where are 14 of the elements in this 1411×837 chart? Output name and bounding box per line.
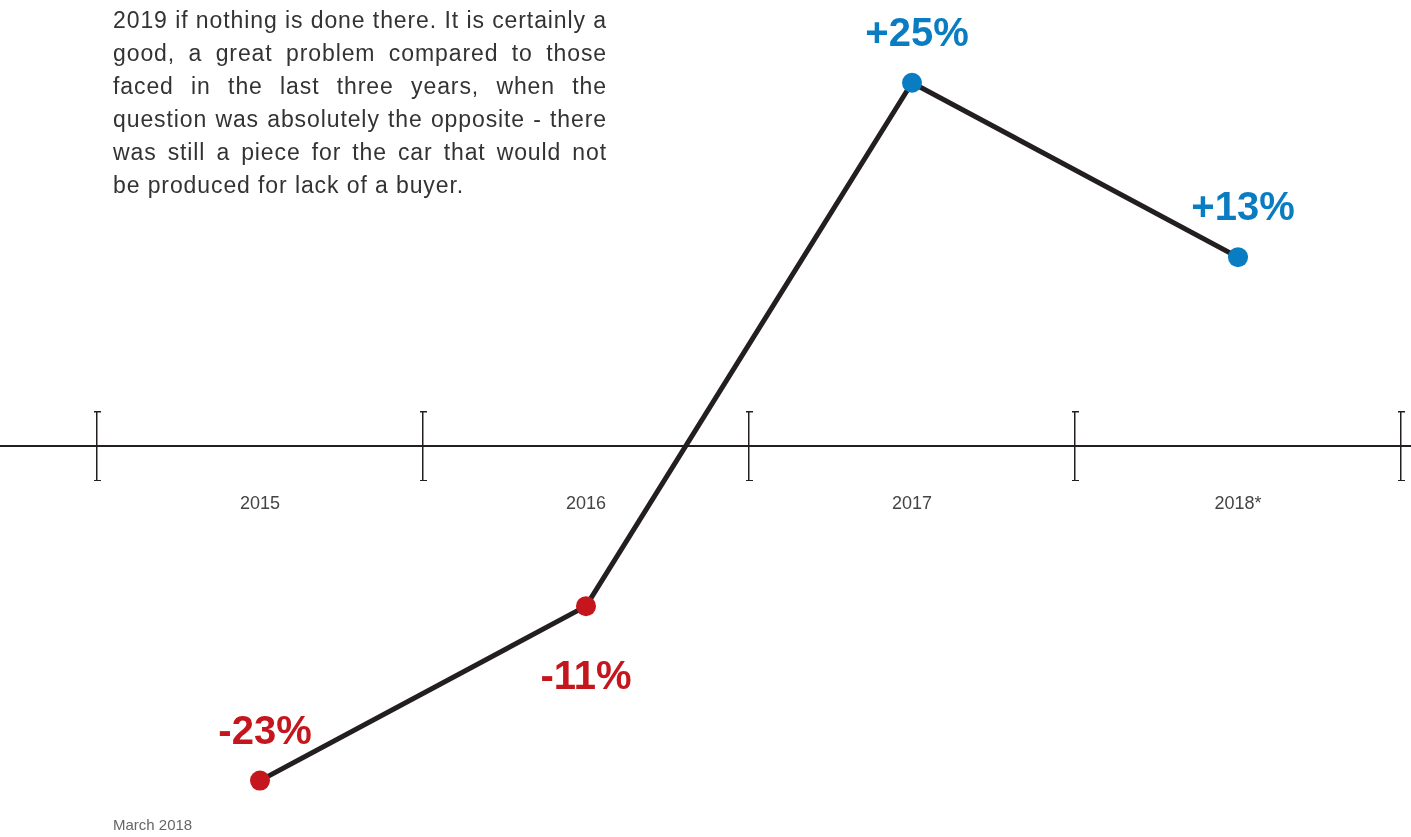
point bbox=[1228, 247, 1248, 268]
point bbox=[250, 770, 270, 791]
data-label: +25% bbox=[865, 9, 969, 54]
data-label: -11% bbox=[540, 653, 632, 698]
x-tick-label: 2017 bbox=[891, 492, 933, 513]
text: March 2018 bbox=[113, 816, 193, 833]
x-tick-label: 2018* bbox=[1214, 492, 1262, 513]
x-tick-label: 2015 bbox=[239, 492, 281, 513]
x-tick-label: 2016 bbox=[565, 492, 607, 513]
point bbox=[576, 596, 596, 617]
data-label: -23% bbox=[218, 707, 312, 752]
data-label: +13% bbox=[1191, 184, 1295, 229]
point bbox=[902, 72, 922, 93]
annotation: 2019 if nothing is done there. It is certainly a good, a great problem compared to those faced in the last three years, when the question was absolutely the opposite - there was still a piece for the car that would not be produced for lack of a buyer. bbox=[113, 6, 607, 200]
